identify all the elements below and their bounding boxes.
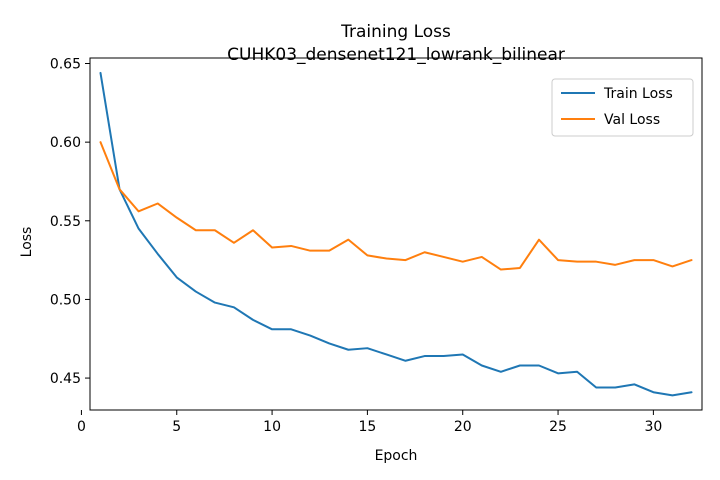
legend: Train Loss Val Loss — [551, 78, 694, 137]
legend-label-train-loss: Train Loss — [603, 86, 673, 102]
y-axis-ticks: 0.45 0.50 0.55 0.60 0.65 — [50, 57, 90, 387]
x-axis-ticks: 0 5 10 15 20 25 30 — [77, 410, 662, 435]
x-tick-label: 25 — [549, 419, 567, 435]
legend-label-val-loss: Val Loss — [604, 112, 660, 128]
x-tick-label: 5 — [172, 419, 181, 435]
chart-subtitle: CUHK03_densenet121_lowrank_bilinear — [227, 45, 565, 65]
x-axis-label: Epoch — [375, 448, 418, 464]
x-tick-label: 0 — [77, 419, 86, 435]
chart-title: Training Loss — [340, 22, 451, 42]
series-lines — [99, 71, 693, 397]
y-tick-label: 0.45 — [50, 371, 81, 387]
y-axis-label: Loss — [19, 227, 35, 258]
y-tick-label: 0.50 — [50, 292, 81, 308]
plot-area — [89, 57, 703, 411]
x-tick-label: 15 — [358, 419, 376, 435]
plot-frame — [89, 57, 703, 411]
x-tick-label: 10 — [263, 419, 281, 435]
y-tick-label: 0.60 — [50, 135, 81, 151]
series-line-val-loss — [99, 141, 693, 271]
series-line-train-loss — [99, 71, 693, 397]
y-tick-label: 0.55 — [50, 214, 81, 230]
y-tick-label: 0.65 — [50, 57, 81, 73]
x-tick-label: 30 — [644, 419, 662, 435]
x-tick-label: 20 — [454, 419, 472, 435]
